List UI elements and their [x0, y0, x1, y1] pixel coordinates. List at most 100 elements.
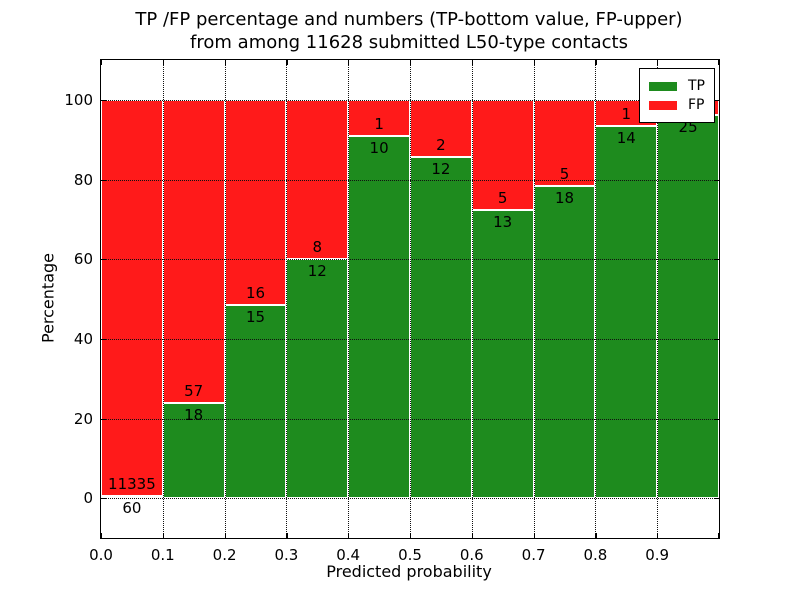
- tp-count-label: 12: [307, 262, 327, 281]
- bar-segment-tp-1: [162, 402, 225, 499]
- y-tick-label: 40: [73, 329, 93, 348]
- x-tick-label: 0.9: [645, 546, 670, 564]
- bar-segment-tp-6: [471, 210, 534, 499]
- chart-title: TP /FP percentage and numbers (TP-bottom…: [100, 8, 718, 54]
- x-tick-mark: [657, 533, 659, 538]
- x-tick-mark: [533, 60, 535, 65]
- legend-swatch-fp: [649, 100, 677, 110]
- legend-swatch-tp: [649, 81, 677, 91]
- x-tick-label: 0.8: [583, 546, 608, 564]
- x-tick-mark: [162, 533, 164, 538]
- x-tick-mark: [657, 60, 659, 65]
- y-tick-mark: [101, 498, 106, 500]
- bar-segment-tp-0: [101, 496, 163, 499]
- bar-segment-fp-0: [101, 99, 163, 497]
- x-axis-label: Predicted probability: [326, 562, 492, 581]
- fp-count-label: 5: [559, 165, 570, 184]
- y-tick-mark: [101, 338, 106, 341]
- v-gridline: [657, 60, 659, 538]
- x-tick-label: 0.0: [89, 546, 113, 564]
- x-tick-mark: [101, 60, 103, 65]
- v-gridline: [286, 60, 288, 538]
- x-tick-label: 0.4: [336, 546, 361, 564]
- tp-count-label: 18: [554, 189, 575, 208]
- x-tick-mark: [471, 533, 473, 538]
- y-tick-mark: [714, 498, 719, 500]
- y-tick-label: 100: [64, 90, 93, 109]
- bar-segment-tp-5: [410, 156, 472, 499]
- fp-count-label: 2: [436, 135, 446, 154]
- bar-segment-tp-4: [348, 136, 410, 499]
- chart-title-line2: from among 11628 submitted L50-type cont…: [190, 32, 628, 53]
- x-tick-mark: [162, 60, 164, 65]
- y-tick-mark: [101, 99, 106, 102]
- x-tick-label: 0.6: [459, 546, 484, 564]
- x-tick-mark: [101, 533, 103, 538]
- tp-count-label: 60: [122, 499, 142, 518]
- legend-label: TP: [688, 78, 705, 94]
- legend: TP FP: [639, 68, 715, 123]
- x-tick-mark: [224, 60, 226, 65]
- x-tick-label: 0.3: [274, 546, 299, 564]
- y-tick-mark: [714, 418, 719, 420]
- bar-segment-fp-2: [224, 99, 287, 306]
- fp-count-label: 5: [497, 189, 508, 208]
- v-gridline: [410, 60, 411, 538]
- bar-segment-fp-1: [162, 99, 225, 403]
- v-gridline: [533, 60, 535, 538]
- legend-label: FP: [688, 97, 705, 113]
- x-tick-mark: [286, 533, 288, 538]
- x-tick-mark: [471, 60, 473, 65]
- legend-item-tp: TP: [649, 78, 705, 94]
- v-gridline: [471, 60, 473, 538]
- tp-count-label: 14: [616, 129, 636, 148]
- x-tick-mark: [533, 533, 535, 538]
- x-tick-mark: [718, 60, 720, 65]
- y-tick-label: 60: [73, 250, 93, 269]
- fp-count-label: 11335: [108, 475, 156, 494]
- y-tick-label: 80: [73, 170, 93, 189]
- x-tick-mark: [410, 533, 412, 538]
- plot-area: 1133560571816158121102125135181141250204…: [64, 59, 720, 564]
- x-tick-mark: [286, 60, 288, 65]
- bar-segment-tp-7: [533, 186, 596, 499]
- bar-segment-tp-9: [657, 115, 719, 499]
- v-gridline: [348, 60, 350, 538]
- bar-segment-tp-3: [286, 259, 349, 499]
- tp-count-label: 15: [245, 308, 266, 327]
- fp-count-label: 1: [621, 105, 632, 124]
- tp-count-label: 13: [493, 213, 513, 232]
- x-tick-mark: [410, 60, 412, 65]
- x-tick-label: 0.5: [398, 546, 422, 564]
- x-tick-mark: [595, 533, 597, 538]
- fp-count-label: 16: [245, 284, 266, 303]
- legend-item-fp: FP: [649, 97, 705, 113]
- y-tick-mark: [714, 179, 719, 181]
- x-tick-mark: [224, 533, 226, 538]
- y-tick-mark: [101, 259, 106, 261]
- bar-segment-tp-8: [595, 126, 658, 499]
- bar-segment-fp-7: [533, 99, 596, 187]
- y-tick-mark: [714, 99, 719, 102]
- y-tick-label: 20: [73, 409, 93, 428]
- chart-title-line1: TP /FP percentage and numbers (TP-bottom…: [135, 9, 683, 30]
- v-gridline: [162, 60, 164, 538]
- tp-count-label: 10: [369, 139, 389, 158]
- y-tick-mark: [101, 179, 106, 181]
- y-tick-mark: [714, 259, 719, 261]
- x-tick-mark: [718, 533, 720, 538]
- v-gridline: [224, 60, 226, 538]
- x-tick-mark: [595, 60, 597, 65]
- bar-segment-tp-2: [224, 305, 287, 499]
- y-tick-mark: [101, 418, 106, 420]
- x-tick-mark: [348, 533, 350, 538]
- x-tick-label: 0.2: [212, 546, 237, 564]
- tp-count-label: 12: [431, 159, 451, 178]
- fp-count-label: 57: [184, 381, 204, 400]
- y-tick-mark: [714, 338, 719, 341]
- bar-segment-fp-5: [410, 99, 472, 157]
- fp-count-label: 8: [312, 238, 323, 257]
- x-tick-label: 0.1: [150, 546, 175, 564]
- y-tick-label: 0: [83, 489, 93, 508]
